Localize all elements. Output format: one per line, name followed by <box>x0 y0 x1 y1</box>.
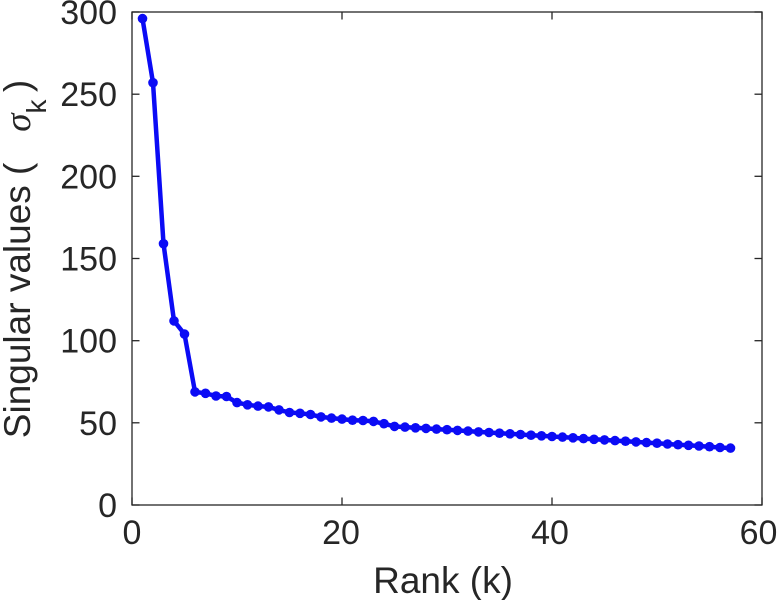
svg-text:20: 20 <box>322 514 360 552</box>
svg-text:40: 40 <box>531 514 569 552</box>
svg-text:250: 250 <box>60 76 117 114</box>
svg-text:150: 150 <box>60 241 117 279</box>
svg-text:0: 0 <box>98 487 117 525</box>
svg-text:Rank (k): Rank (k) <box>373 560 513 600</box>
svg-text:200: 200 <box>60 158 117 196</box>
svg-text:300: 300 <box>60 0 117 32</box>
svg-text:60: 60 <box>740 514 778 552</box>
svg-text:0: 0 <box>123 514 142 552</box>
svg-text:50: 50 <box>79 405 117 443</box>
svg-text:100: 100 <box>60 323 117 361</box>
